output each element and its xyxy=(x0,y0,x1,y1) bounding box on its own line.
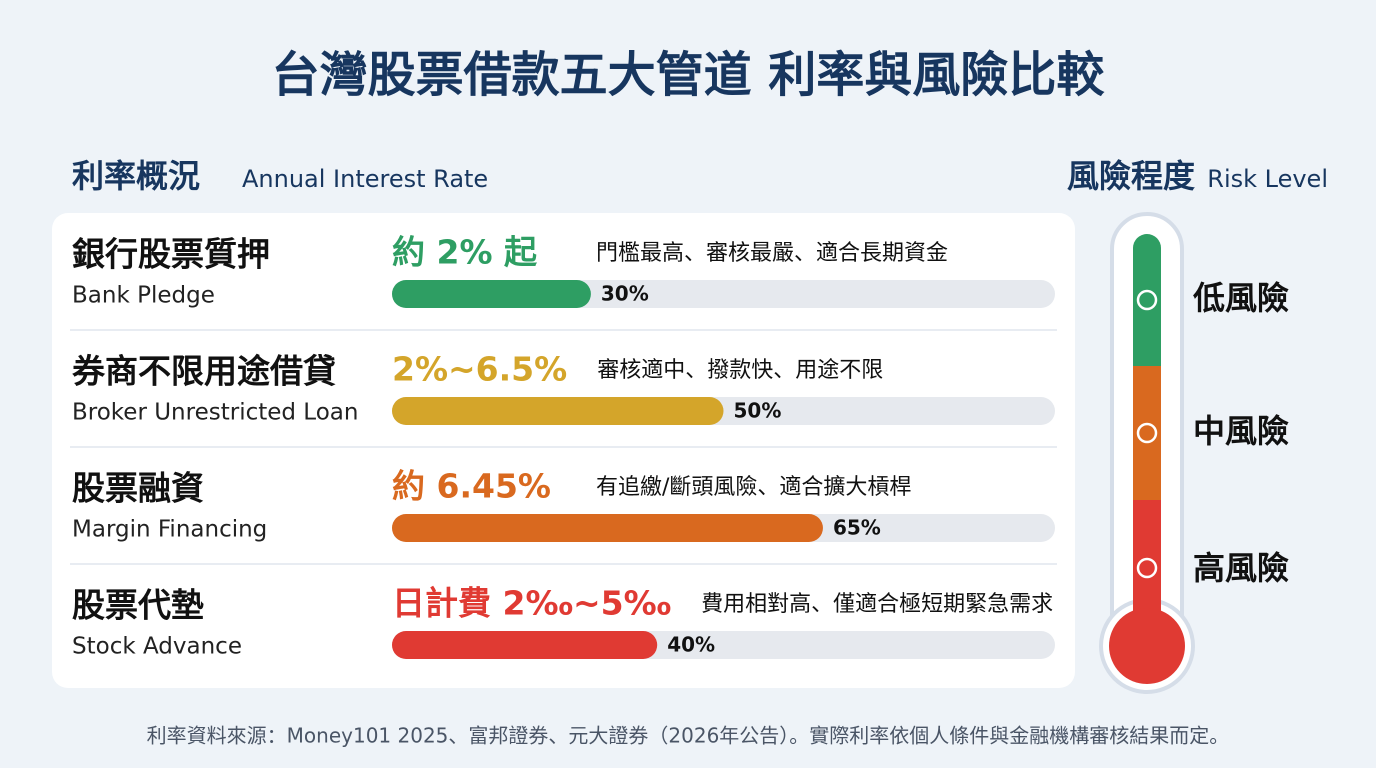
risk-marker xyxy=(1136,289,1158,311)
bar xyxy=(392,514,823,542)
rate-text: 約 6.45% xyxy=(392,467,551,506)
risk-segment xyxy=(1133,234,1161,380)
risk-marker xyxy=(1136,422,1158,444)
risk-marker xyxy=(1136,557,1158,579)
bulb xyxy=(1109,608,1185,684)
value-label: 40% xyxy=(667,633,715,657)
risk-heading: 風險程度 xyxy=(1067,157,1195,195)
bar xyxy=(392,397,724,425)
rate-note: 審核適中、撥款快、用途不限 xyxy=(597,358,883,383)
title: 台灣股票借款五大管道 利率與風險比較 xyxy=(272,47,1106,103)
value-label: 50% xyxy=(734,399,782,423)
rate-text: 日計費 2‰~5‰ xyxy=(392,584,671,623)
risk-label: 低風險 xyxy=(1193,279,1289,317)
rate-text: 約 2% 起 xyxy=(392,233,538,272)
value-label: 65% xyxy=(833,516,881,540)
loan-name-en: Margin Financing xyxy=(72,517,267,543)
risk-label: 高風險 xyxy=(1193,549,1289,587)
loan-name: 股票代墊 xyxy=(72,586,204,625)
rows: 銀行股票質押 Bank Pledge 約 2% 起 門檻最高、審核最嚴、適合長期資金 3… xyxy=(70,233,1057,660)
rates-card xyxy=(52,213,1075,688)
rate-note: 有追繳/斷頭風險、適合擴大槓桿 xyxy=(596,475,911,500)
rate-text: 2%~6.5% xyxy=(392,350,567,389)
risk-heading-en: Risk Level xyxy=(1207,165,1328,193)
value-label: 30% xyxy=(601,282,649,306)
loan-name-en: Bank Pledge xyxy=(72,283,215,309)
rate-note: 門檻最高、審核最嚴、適合長期資金 xyxy=(596,241,948,266)
rate-note: 費用相對高、僅適合極短期緊急需求 xyxy=(701,592,1053,617)
footer: 利率資料來源：Money101 2025、富邦證券、元大證券（2026年公告）。… xyxy=(147,724,1230,748)
loan-name-en: Stock Advance xyxy=(72,634,242,660)
loan-name-en: Broker Unrestricted Loan xyxy=(72,400,358,426)
bar xyxy=(392,631,658,659)
rates-heading: 利率概況 xyxy=(72,157,200,195)
bar xyxy=(392,280,591,308)
loan-name: 券商不限用途借貸 xyxy=(72,352,336,391)
loan-name: 銀行股票質押 xyxy=(72,235,270,274)
rates-heading-en: Annual Interest Rate xyxy=(242,165,488,193)
risk-label: 中風險 xyxy=(1193,412,1289,450)
loan-name: 股票融資 xyxy=(72,469,204,508)
